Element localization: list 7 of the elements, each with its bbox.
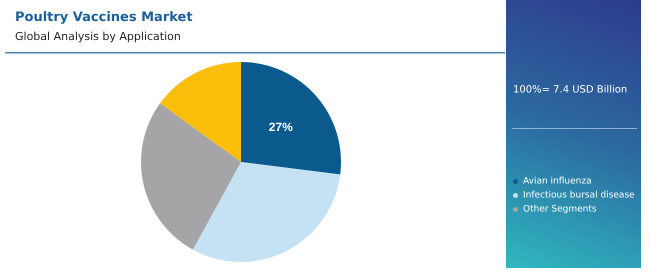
text: 100%= 7.4 USD Billion xyxy=(513,84,628,96)
legend-label: Infectious bursal disease xyxy=(523,190,636,200)
legend-label: Avian influenza xyxy=(523,176,592,186)
data-label: 27% xyxy=(268,120,294,134)
chart-subtitle: Global Analysis by Application xyxy=(15,30,181,43)
legend-label: Other Segments xyxy=(523,204,597,214)
chart-title: Poultry Vaccines Market xyxy=(15,10,193,25)
